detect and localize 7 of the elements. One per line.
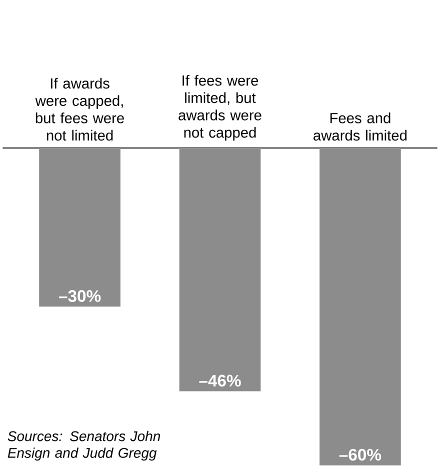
data-label: –30% [58,290,101,302]
data-label: –46% [199,374,241,387]
x-tick-label: If awards were capped, but fees were not limited [35,78,124,141]
data-label: –60% [339,448,382,461]
x-tick-label: Fees and awards limited [314,112,407,141]
x-tick-label: If fees were limited, but awards were not capped [178,74,262,141]
annotation: Sources: Senators John Ensign and Judd Gregg [8,430,160,461]
